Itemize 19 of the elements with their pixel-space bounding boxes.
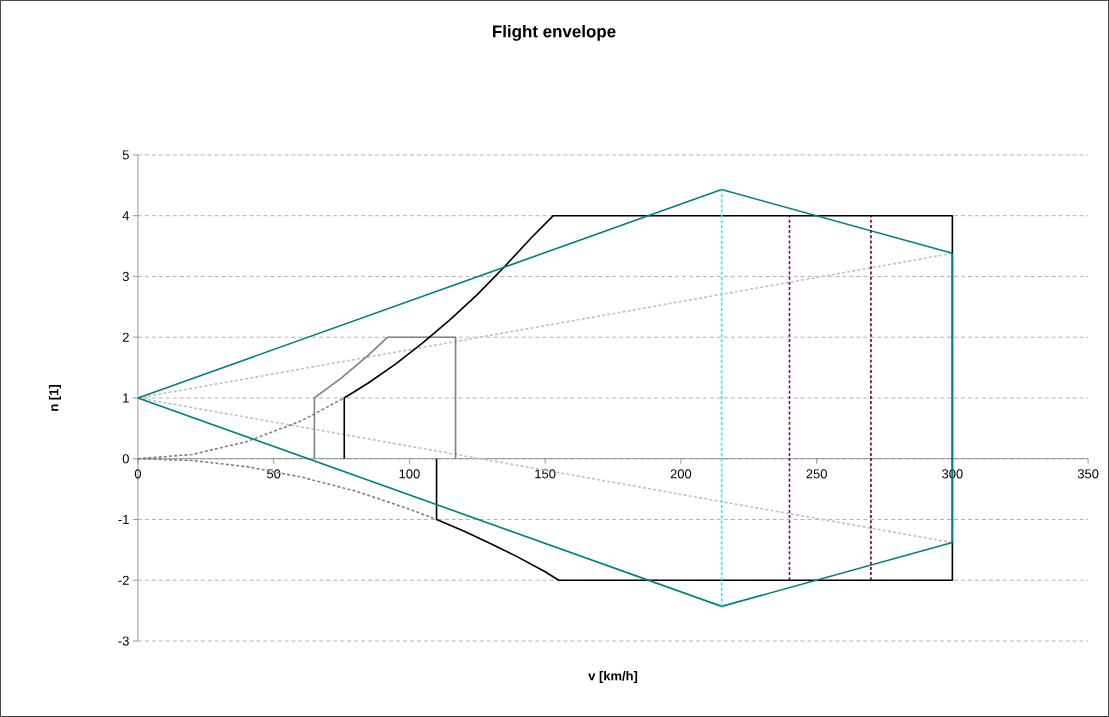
x-tick-label: 350	[1077, 469, 1099, 479]
y-tick-label: 1	[123, 393, 129, 403]
y-tick-label: 3	[122, 271, 129, 282]
x-tick-label: 150	[535, 469, 556, 479]
x-tick-label: 250	[806, 469, 827, 479]
x-tick-label: 50	[266, 469, 281, 479]
chart-title: Flight envelope	[493, 25, 616, 41]
x-axis-title: v [km/h]	[588, 671, 638, 684]
x-tick-label: 200	[670, 469, 692, 479]
y-tick-label: -2	[118, 575, 129, 585]
x-tick-label: 0	[134, 469, 142, 479]
y-tick-label: 4	[122, 211, 130, 221]
y-tick-label: 0	[122, 454, 129, 464]
y-axis-title: n [1]	[48, 385, 61, 411]
y-tick-label: 5	[122, 150, 129, 160]
x-tick-label: 100	[399, 469, 420, 479]
y-tick-label: -3	[118, 636, 129, 646]
y-tick-label: 2	[122, 332, 129, 342]
y-tick-label: -1	[118, 515, 129, 524]
